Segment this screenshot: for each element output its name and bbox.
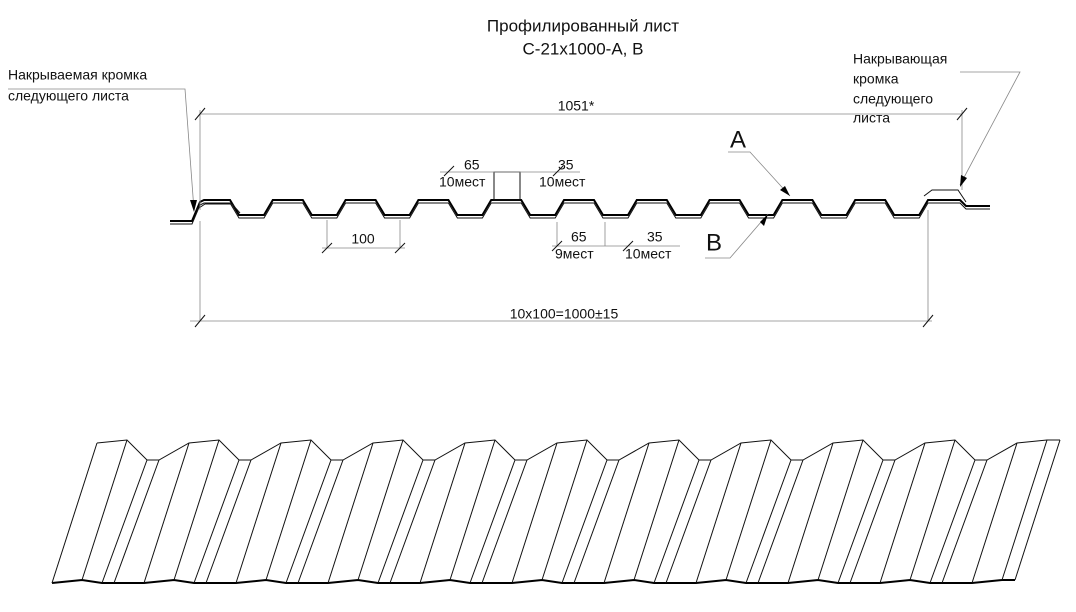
- label: листа: [853, 110, 890, 126]
- arrow: [190, 200, 197, 212]
- profile-inner: [170, 202, 990, 225]
- fold-line: [449, 439, 496, 581]
- edge-overlap: [195, 203, 241, 214]
- fold-line: [297, 459, 344, 584]
- leader: [728, 151, 791, 197]
- fold-line: [193, 459, 240, 584]
- fold-line: [665, 459, 712, 584]
- fold-line: [573, 459, 620, 584]
- side-label: В: [706, 229, 722, 256]
- fold-line: [389, 459, 436, 584]
- fold-line: [757, 459, 804, 584]
- fold-line: [285, 459, 332, 584]
- fold-line: [469, 459, 516, 584]
- fold-line: [879, 442, 926, 584]
- fold-line: [481, 459, 528, 584]
- dimension: 100: [351, 231, 375, 247]
- pitch-box: [493, 171, 521, 201]
- fold-line: [653, 459, 700, 584]
- fold-line: [173, 439, 220, 581]
- dimension: 10х100=1000±15: [510, 306, 619, 322]
- tick: [443, 165, 455, 177]
- fold-line: [1001, 439, 1048, 581]
- dimension: 10мест: [439, 174, 486, 190]
- tick: [956, 107, 968, 121]
- tick: [922, 314, 934, 328]
- tick: [194, 314, 206, 328]
- leader: [705, 213, 769, 259]
- fold-line: [377, 459, 424, 584]
- leader: [8, 88, 195, 211]
- sheet-top-edge: [96, 439, 1060, 461]
- fold-line: [327, 442, 374, 584]
- dimension: 10мест: [539, 174, 586, 190]
- shapes: [8, 71, 1061, 584]
- fold-line: [561, 459, 608, 584]
- fold-line: [205, 459, 252, 584]
- side-label: А: [730, 126, 746, 153]
- tick: [194, 107, 206, 121]
- title: Профилированный лист: [487, 16, 679, 35]
- edge-overlap: [923, 189, 967, 203]
- dimension: 35: [647, 229, 663, 245]
- tick: [622, 240, 634, 252]
- fold-line: [265, 439, 312, 581]
- fold-line: [633, 439, 680, 581]
- fold-line: [357, 439, 404, 581]
- fold-line: [695, 442, 742, 584]
- fold-line: [235, 442, 282, 584]
- dimension: 1051*: [558, 98, 595, 114]
- dimension: 9мест: [555, 246, 594, 262]
- fold-line: [837, 459, 884, 584]
- title: С-21х1000-А, В: [523, 39, 644, 58]
- fold-line: [787, 442, 834, 584]
- fold-line: [113, 459, 160, 584]
- fold-line: [849, 459, 896, 584]
- tick: [321, 242, 333, 254]
- fold-line: [603, 442, 650, 584]
- fold-line: [817, 439, 864, 581]
- label: Накрывающая: [853, 51, 947, 67]
- dimension: 35: [558, 157, 574, 173]
- fold-line: [941, 459, 988, 584]
- arrow: [760, 214, 768, 226]
- dimension: 65: [464, 157, 480, 173]
- label: Накрываемая кромка: [8, 67, 147, 83]
- fold-line: [511, 442, 558, 584]
- fold-line: [745, 459, 792, 584]
- fold-line: [1014, 439, 1061, 581]
- dimension: 65: [571, 229, 587, 245]
- tick: [394, 242, 406, 254]
- tick: [551, 240, 563, 252]
- fold-line: [971, 442, 1018, 584]
- label: следующего листа: [8, 88, 129, 104]
- profile: [170, 199, 990, 222]
- fold-line: [143, 442, 190, 584]
- fold-line: [725, 439, 772, 581]
- label: следующего: [853, 91, 933, 107]
- fold-line: [909, 439, 956, 581]
- arrow: [960, 175, 967, 187]
- fold-line: [101, 459, 148, 584]
- fold-line: [81, 439, 128, 581]
- label: кромка: [853, 71, 899, 87]
- fold-line: [929, 459, 976, 584]
- dimension: 10мест: [625, 246, 672, 262]
- leader: [959, 71, 1021, 186]
- fold-line: [541, 439, 588, 581]
- arrow: [780, 186, 790, 196]
- fold-line: [51, 442, 98, 584]
- tick: [552, 165, 564, 177]
- sheet-bottom-edge: [51, 578, 1015, 584]
- fold-line: [419, 442, 466, 584]
